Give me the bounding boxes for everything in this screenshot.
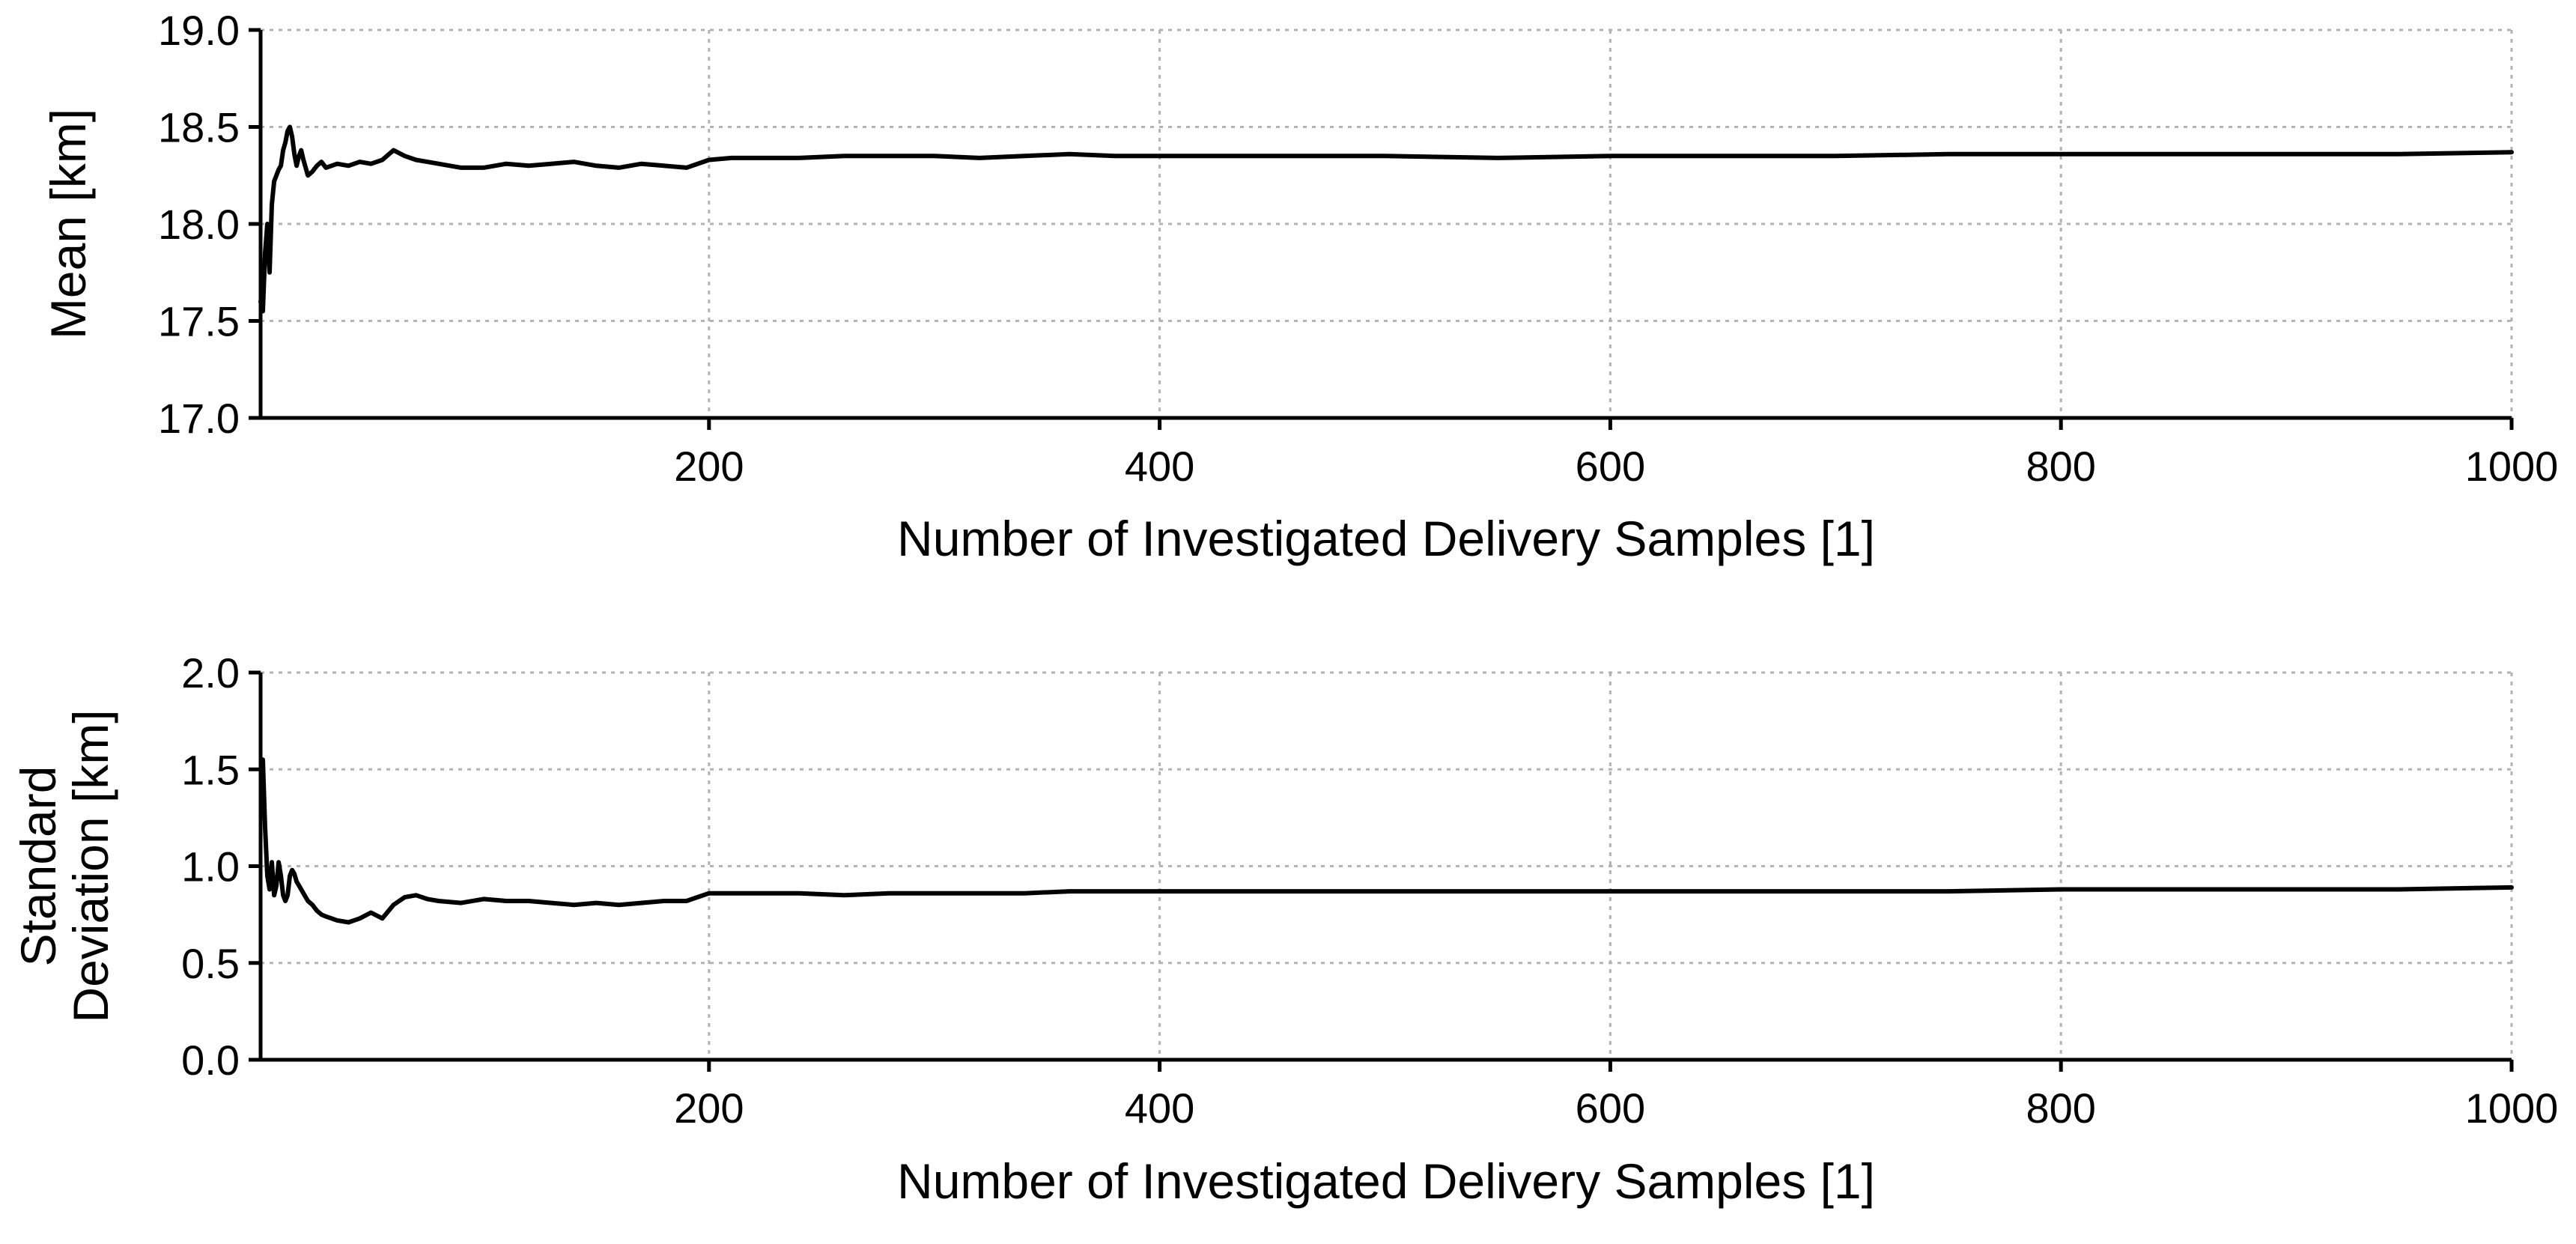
std-dev-chart-x-axis-label: Number of Investigated Delivery Samples … [897,1153,1875,1209]
std-dev-chart: 200 400 600 800 1000 0.0 0.5 1.0 1.5 2.0 Number o… [10,649,2558,1209]
std-dev-chart-ticks: 200 400 600 800 1000 0.0 0.5 1.0 1.5 2.0 [181,649,2558,1132]
mean-chart-axes [258,30,2512,420]
mean-chart-y-tick-label: 18.5 [158,104,240,151]
std-dev-chart-y-tick-label: 0.5 [181,940,240,987]
std-dev-chart-x-tick-label: 800 [2026,1084,2095,1132]
mean-chart-y-tick-label: 17.0 [158,395,240,442]
mean-chart-x-tick-label: 800 [2026,443,2095,490]
mean-chart-y-tick-label: 17.5 [158,298,240,345]
mean-chart-ticks: 200 400 600 800 1000 17.0 17.5 18.0 18.5 19.0 [158,7,2558,490]
mean-chart-x-axis-label: Number of Investigated Delivery Samples … [897,511,1875,566]
std-dev-chart-y-tick-label: 2.0 [181,649,240,697]
std-dev-chart-y-tick-label: 1.5 [181,746,240,793]
mean-chart-y-tick-label: 19.0 [158,7,240,54]
mean-chart-y-tick-label: 18.0 [158,201,240,248]
std-dev-chart-y-tick-label: 1.0 [181,843,240,890]
std-dev-chart-y-tick-label: 0.0 [181,1037,240,1084]
mean-chart-y-axis-label: Mean [km] [40,109,96,339]
mean-chart: 200 400 600 800 1000 17.0 17.5 18.0 18.5 19.0 Num… [40,7,2558,566]
mean-chart-grid [261,28,2513,419]
mean-chart-x-tick-label: 400 [1125,443,1194,490]
std-dev-chart-series [261,757,2514,925]
std-dev-chart-y-axis-label-line-2: Deviation [km] [63,709,118,1022]
mean-chart-series-line [258,124,2514,314]
mean-chart-x-tick-label: 1000 [2465,443,2559,490]
std-dev-chart-x-tick-label: 1000 [2465,1084,2559,1132]
std-dev-chart-x-tick-label: 200 [674,1084,744,1132]
std-dev-chart-x-tick-label: 600 [1576,1084,1645,1132]
std-dev-chart-grid [261,671,2513,1061]
std-dev-chart-y-axis-label-line-1: Standard [10,766,66,967]
std-dev-chart-x-tick-label: 400 [1125,1084,1194,1132]
std-dev-chart-axes [258,673,2512,1062]
mean-chart-x-tick-label: 600 [1576,443,1645,490]
mean-chart-series [258,124,2514,314]
mean-chart-x-tick-label: 200 [674,443,744,490]
std-dev-chart-series-line [261,757,2514,925]
